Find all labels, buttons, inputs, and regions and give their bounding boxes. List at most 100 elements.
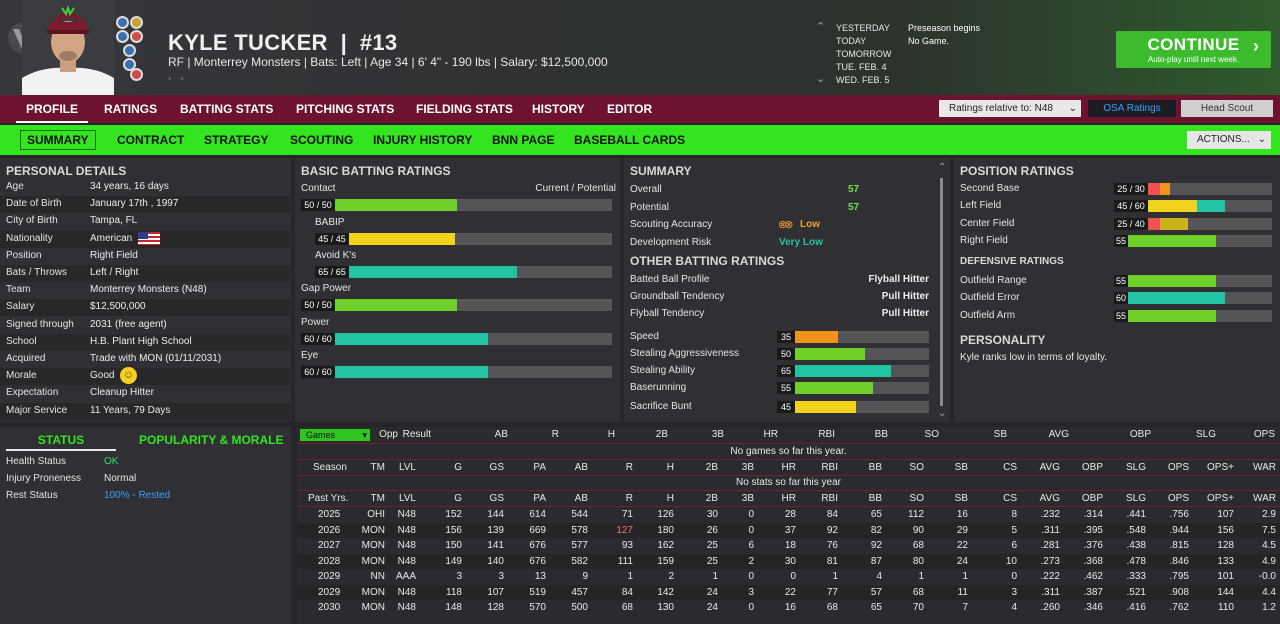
past-header-g[interactable]: G bbox=[454, 493, 462, 504]
calendar-date[interactable]: TODAY bbox=[836, 36, 867, 46]
calendar-date[interactable]: YESTERDAY bbox=[836, 23, 890, 33]
scrollbar[interactable]: ⌃ ⌄ bbox=[938, 162, 947, 419]
games-header-result[interactable]: Result bbox=[402, 429, 431, 440]
games-select-label: Games bbox=[306, 430, 336, 440]
past-header-hr[interactable]: HR bbox=[781, 493, 796, 504]
past-header-cs[interactable]: CS bbox=[1003, 493, 1017, 504]
season-header-bb[interactable]: BB bbox=[868, 462, 882, 473]
season-header-tm[interactable]: TM bbox=[370, 462, 385, 473]
games-header-avg[interactable]: AVG bbox=[1048, 429, 1069, 440]
tab-profile[interactable]: PROFILE bbox=[16, 95, 89, 123]
season-header-h[interactable]: H bbox=[666, 462, 674, 473]
calendar-date[interactable]: WED. FEB. 5 bbox=[836, 75, 890, 85]
past-header-lvl[interactable]: LVL bbox=[398, 493, 416, 504]
past-header-gs[interactable]: GS bbox=[489, 493, 504, 504]
batting-label: Power bbox=[301, 317, 330, 328]
past-header-bb[interactable]: BB bbox=[868, 493, 882, 504]
past-header-slg[interactable]: SLG bbox=[1125, 493, 1146, 504]
past-header-3b[interactable]: 3B bbox=[741, 493, 754, 504]
season-header-3b[interactable]: 3B bbox=[741, 462, 754, 473]
past-header-obp[interactable]: OBP bbox=[1081, 493, 1103, 504]
tab-fielding-stats[interactable]: FIELDING STATS bbox=[416, 102, 513, 116]
chevron-down-icon[interactable]: ⌄ bbox=[816, 73, 826, 85]
games-header-2b[interactable]: 2B bbox=[655, 429, 668, 440]
season-header-r[interactable]: R bbox=[625, 462, 633, 473]
subtab-bnn-page[interactable]: BNN PAGE bbox=[492, 133, 555, 147]
games-header-bb[interactable]: BB bbox=[874, 429, 888, 440]
subtab-strategy[interactable]: STRATEGY bbox=[204, 133, 269, 147]
season-header-cs[interactable]: CS bbox=[1003, 462, 1017, 473]
games-header-r[interactable]: R bbox=[551, 429, 559, 440]
past-header-ops[interactable]: OPS bbox=[1167, 493, 1189, 504]
season-header-g[interactable]: G bbox=[454, 462, 462, 473]
subtab-injury-history[interactable]: INJURY HISTORY bbox=[373, 133, 473, 147]
past-header-r[interactable]: R bbox=[625, 493, 633, 504]
season-header-gs[interactable]: GS bbox=[489, 462, 504, 473]
past-header-so[interactable]: SO bbox=[909, 493, 924, 504]
season-header-sb[interactable]: SB bbox=[954, 462, 968, 473]
games-header-ops[interactable]: OPS bbox=[1253, 429, 1275, 440]
tab-history[interactable]: HISTORY bbox=[532, 102, 585, 116]
games-header-h[interactable]: H bbox=[607, 429, 615, 440]
season-header-ab[interactable]: AB bbox=[574, 462, 588, 473]
season-header-rbi[interactable]: RBI bbox=[821, 462, 838, 473]
season-header-avg[interactable]: AVG bbox=[1039, 462, 1060, 473]
season-header-ops[interactable]: OPS bbox=[1167, 462, 1189, 473]
past-header-2b[interactable]: 2B bbox=[705, 493, 718, 504]
tab-ratings[interactable]: RATINGS bbox=[104, 102, 158, 116]
season-header-ops[interactable]: OPS+ bbox=[1207, 462, 1234, 473]
games-header-slg[interactable]: SLG bbox=[1195, 429, 1216, 440]
osa-ratings-button[interactable]: OSA Ratings bbox=[1088, 100, 1176, 117]
ratings-relative-select[interactable]: Ratings relative to: N48 ⌄ bbox=[939, 100, 1081, 117]
season-header-obp[interactable]: OBP bbox=[1081, 462, 1103, 473]
row-stripe bbox=[0, 299, 290, 317]
tab-status[interactable]: STATUS bbox=[6, 431, 116, 451]
tab-batting-stats[interactable]: BATTING STATS bbox=[180, 102, 274, 116]
season-header-season[interactable]: Season bbox=[313, 462, 347, 473]
season-header-lvl[interactable]: LVL bbox=[398, 462, 416, 473]
past-cell: 2029 bbox=[318, 586, 341, 598]
calendar-date[interactable]: TOMORROW bbox=[836, 49, 892, 59]
past-header-pa[interactable]: PA bbox=[533, 493, 546, 504]
head-scout-button[interactable]: Head Scout bbox=[1181, 100, 1273, 117]
subtab-scouting[interactable]: SCOUTING bbox=[290, 133, 354, 147]
past-header-rbi[interactable]: RBI bbox=[821, 493, 838, 504]
games-header-3b[interactable]: 3B bbox=[711, 429, 724, 440]
games-select[interactable]: Games ▾ bbox=[300, 429, 370, 441]
subtab-contract[interactable]: CONTRACT bbox=[117, 133, 185, 147]
tab-pitching-stats[interactable]: PITCHING STATS bbox=[296, 102, 395, 116]
chevron-up-icon[interactable]: ⌃ bbox=[816, 21, 826, 33]
past-header-ab[interactable]: AB bbox=[574, 493, 588, 504]
season-header-war[interactable]: WAR bbox=[1253, 462, 1276, 473]
season-header-so[interactable]: SO bbox=[909, 462, 924, 473]
games-header-sb[interactable]: SB bbox=[993, 429, 1007, 440]
games-header-hr[interactable]: HR bbox=[763, 429, 778, 440]
past-header-tm[interactable]: TM bbox=[370, 493, 385, 504]
season-header-slg[interactable]: SLG bbox=[1125, 462, 1146, 473]
defensive-ratings-title: DEFENSIVE RATINGS bbox=[960, 256, 1064, 267]
season-header-hr[interactable]: HR bbox=[781, 462, 796, 473]
tab-editor[interactable]: EDITOR bbox=[607, 102, 653, 116]
subtab-summary[interactable]: SUMMARY bbox=[20, 130, 96, 150]
past-header-pastyrs[interactable]: Past Yrs. bbox=[308, 493, 349, 504]
scroll-down-icon[interactable]: ⌄ bbox=[938, 408, 947, 419]
past-cell: 130 bbox=[657, 602, 674, 613]
subtab-baseball-cards[interactable]: BASEBALL CARDS bbox=[574, 133, 686, 147]
games-header-obp[interactable]: OBP bbox=[1129, 429, 1151, 440]
past-header-h[interactable]: H bbox=[666, 493, 674, 504]
games-header-opp[interactable]: Opp bbox=[379, 429, 398, 440]
season-header-pa[interactable]: PA bbox=[533, 462, 546, 473]
games-header-rbi[interactable]: RBI bbox=[818, 429, 835, 440]
actions-dropdown[interactable]: ACTIONS... ⌄ bbox=[1187, 131, 1271, 149]
past-header-avg[interactable]: AVG bbox=[1039, 493, 1060, 504]
past-header-war[interactable]: WAR bbox=[1253, 493, 1276, 504]
continue-button[interactable]: CONTINUE Auto-play until next week. › bbox=[1116, 31, 1271, 68]
tab-popularity-morale[interactable]: POPULARITY & MORALE bbox=[139, 433, 284, 447]
past-header-sb[interactable]: SB bbox=[954, 493, 968, 504]
calendar-date[interactable]: TUE. FEB. 4 bbox=[836, 62, 887, 72]
past-header-ops[interactable]: OPS+ bbox=[1207, 493, 1234, 504]
games-header-so[interactable]: SO bbox=[924, 429, 939, 440]
scroll-up-icon[interactable]: ⌃ bbox=[938, 162, 947, 173]
season-header-2b[interactable]: 2B bbox=[705, 462, 718, 473]
games-header-ab[interactable]: AB bbox=[494, 429, 508, 440]
